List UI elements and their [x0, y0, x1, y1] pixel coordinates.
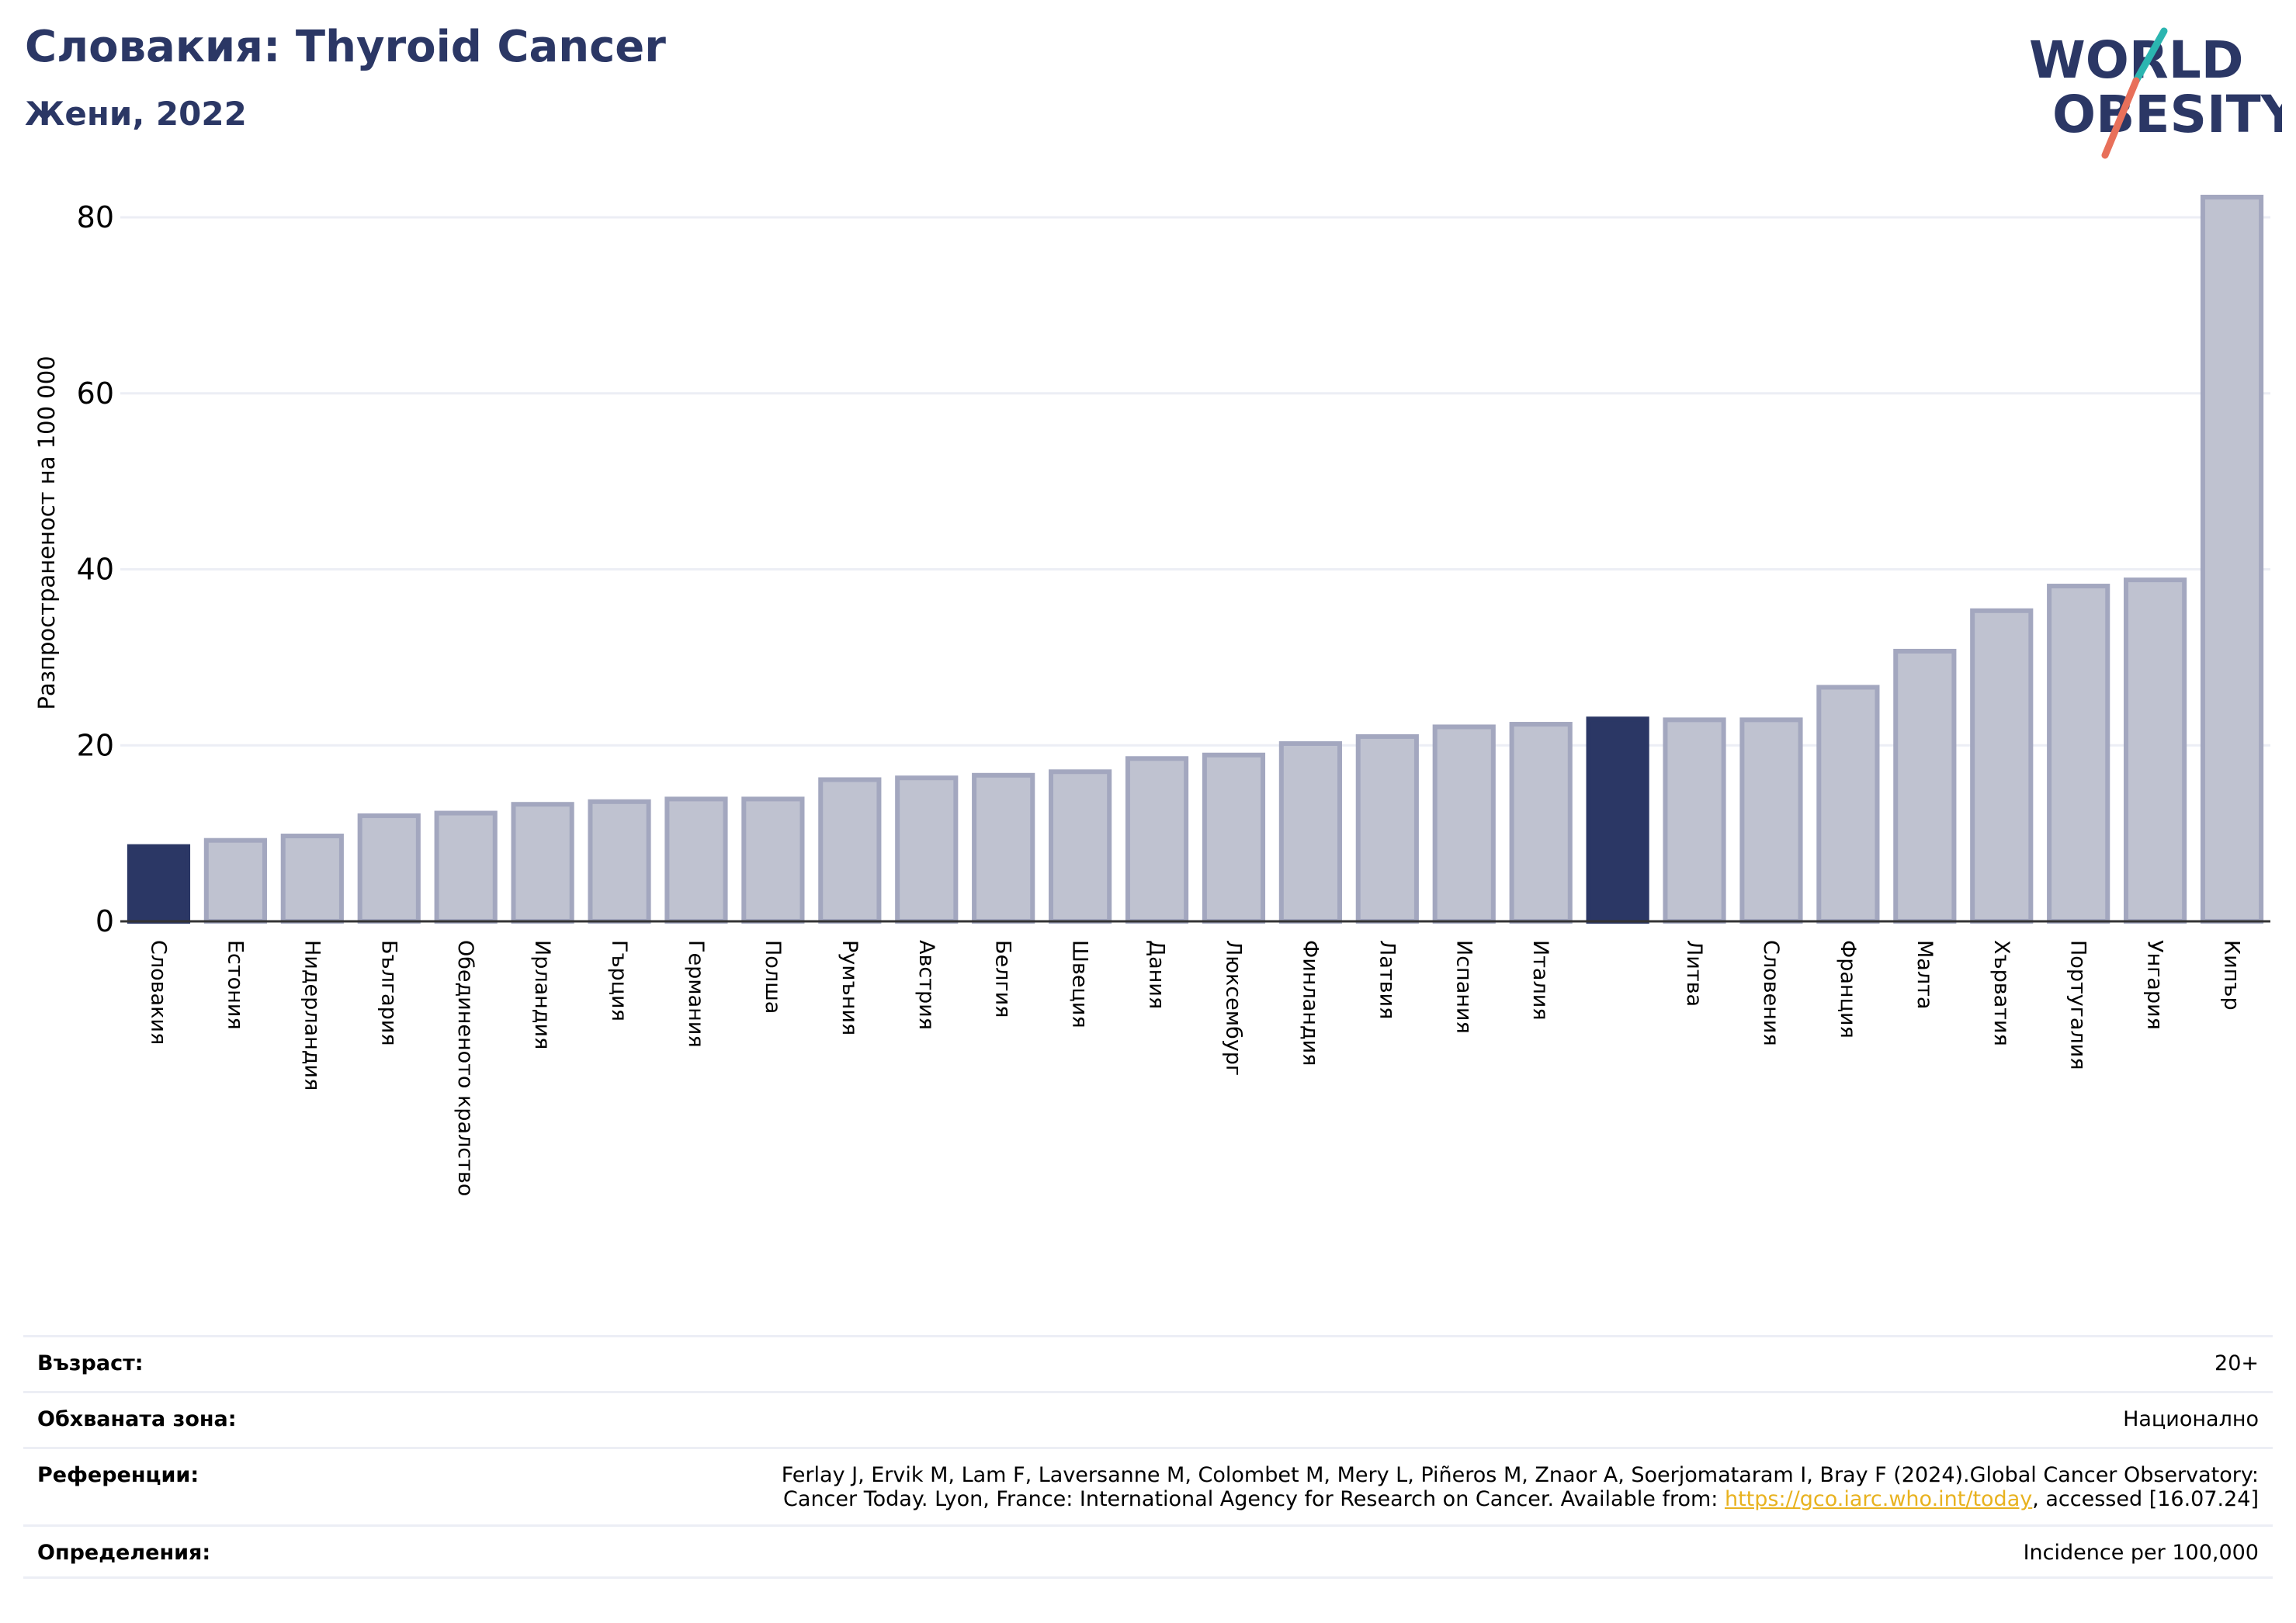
bar-Унгария	[2124, 577, 2187, 924]
x-tick-label: Унгария	[2143, 940, 2167, 1030]
references-value: Ferlay J, Ervik M, Lam F, Laversanne M, …	[782, 1463, 2259, 1511]
bar-Хърватия	[1970, 608, 2034, 924]
info-row-age: Възраст: 20+	[23, 1335, 2273, 1391]
x-tick-label: Финландия	[1298, 940, 1322, 1066]
references-line2-end: , accessed [16.07.24]	[2032, 1487, 2259, 1511]
bar-Обединеното кралство	[434, 810, 498, 924]
x-tick-label: Германия	[684, 940, 708, 1048]
x-tick-label: Хърватия	[1989, 940, 2013, 1046]
bar-Гърция	[588, 799, 651, 924]
logo-slash-teal	[2132, 27, 2168, 85]
bar-Люксембург	[1202, 752, 1266, 924]
bar-chart: 0 20 40 60 80 Словакия Естония Нидерландия Бълг…	[33, 194, 2270, 1196]
x-tick-label: България	[376, 940, 401, 1046]
definitions-label: Определения:	[37, 1541, 211, 1565]
bar-Италия	[1509, 722, 1573, 924]
references-line1: Ferlay J, Ervik M, Lam F, Laversanne M, …	[781, 1463, 2259, 1487]
world-obesity-logo: WORLD OBESITY	[2029, 27, 2282, 159]
age-value: 20+	[2214, 1351, 2259, 1375]
bar-Полша	[741, 796, 805, 924]
x-tick-label: Испания	[1451, 940, 1476, 1034]
age-label: Възраст:	[37, 1351, 144, 1375]
x-tick-label: Италия	[1528, 940, 1552, 1021]
x-tick-labels: Словакия Естония Нидерландия България Обедин…	[146, 940, 2243, 1196]
references-label: Референции:	[37, 1463, 199, 1487]
y-tick-label: 0	[95, 904, 114, 938]
x-tick-label: Португалия	[2066, 940, 2090, 1070]
x-tick-label: Австрия	[914, 940, 938, 1030]
info-table: Възраст: 20+ Обхваната зона: Национално …	[23, 1335, 2273, 1579]
bar-Нидерландия	[280, 834, 344, 924]
bar-Литва	[1663, 717, 1726, 924]
x-tick-label: Гърция	[607, 940, 631, 1021]
area-label: Обхваната зона:	[37, 1407, 237, 1431]
y-tick-labels: 0 20 40 60 80	[77, 200, 114, 938]
x-tick-label: Полша	[761, 940, 785, 1014]
x-tick-label: Кипър	[2220, 940, 2244, 1011]
y-tick-label: 20	[77, 728, 114, 762]
bar-Естония	[203, 838, 267, 924]
references-link[interactable]: https://gco.iarc.who.int/today	[1724, 1487, 2033, 1511]
bar-highlight	[1586, 716, 1649, 924]
y-axis-label: Разпространеност на 100 000	[33, 355, 60, 709]
x-tick-label: Обединеното кралство	[453, 940, 477, 1196]
logo-slash-coral	[2101, 77, 2140, 159]
area-value: Национално	[2123, 1407, 2259, 1431]
bar-Малта	[1893, 648, 1957, 924]
x-tick-label: Латвия	[1375, 940, 1399, 1019]
chart-title: Словакия: Thyroid Cancer	[25, 22, 666, 72]
x-tick-label: Ирландия	[530, 940, 554, 1049]
references-line2-start: Cancer Today. Lyon, France: Internationa…	[783, 1487, 1725, 1511]
bars	[127, 194, 2264, 924]
x-tick-label: Нидерландия	[300, 940, 324, 1091]
definitions-value: Incidence per 100,000	[2023, 1541, 2259, 1565]
y-tick-label: 40	[77, 553, 114, 587]
info-row-definitions: Определения: Incidence per 100,000	[23, 1524, 2273, 1579]
bar-Германия	[664, 796, 728, 924]
x-tick-label: Дания	[1145, 940, 1169, 1009]
bar-Словакия	[127, 844, 191, 924]
logo-word-obesity: OBESITY	[2052, 85, 2282, 144]
bar-Румъния	[818, 777, 882, 924]
bar-България	[357, 813, 421, 924]
bar-Австрия	[895, 775, 959, 924]
chart-subtitle: Жени, 2022	[25, 95, 247, 133]
bar-Словения	[1739, 717, 1803, 924]
info-row-references: Референции: Ferlay J, Ervik M, Lam F, La…	[23, 1447, 2273, 1524]
y-tick-label: 60	[77, 376, 114, 411]
bar-Дания	[1125, 756, 1189, 924]
bar-Испания	[1432, 724, 1496, 924]
bar-Ирландия	[511, 802, 574, 924]
x-tick-label: Франция	[1836, 940, 1860, 1039]
x-tick-label: Швеция	[1068, 940, 1092, 1028]
x-tick-label: Словения	[1759, 940, 1783, 1046]
bar-Португалия	[2047, 584, 2110, 924]
x-tick-label: Словакия	[146, 940, 170, 1045]
x-tick-label: Люксембург	[1221, 940, 1245, 1076]
bar-Финландия	[1278, 740, 1342, 924]
x-tick-label: Белгия	[991, 940, 1015, 1018]
bar-Белгия	[972, 772, 1035, 924]
x-tick-label: Малта	[1913, 940, 1937, 1009]
y-tick-label: 80	[77, 200, 114, 234]
bar-Латвия	[1355, 733, 1419, 924]
bar-Кипър	[2200, 194, 2264, 924]
x-tick-label: Румъния	[838, 940, 862, 1035]
bar-Франция	[1816, 685, 1880, 924]
bar-Швеция	[1049, 769, 1112, 924]
x-tick-label: Естония	[223, 940, 247, 1030]
info-row-area: Обхваната зона: Национално	[23, 1391, 2273, 1447]
x-tick-label: Литва	[1682, 940, 1706, 1007]
